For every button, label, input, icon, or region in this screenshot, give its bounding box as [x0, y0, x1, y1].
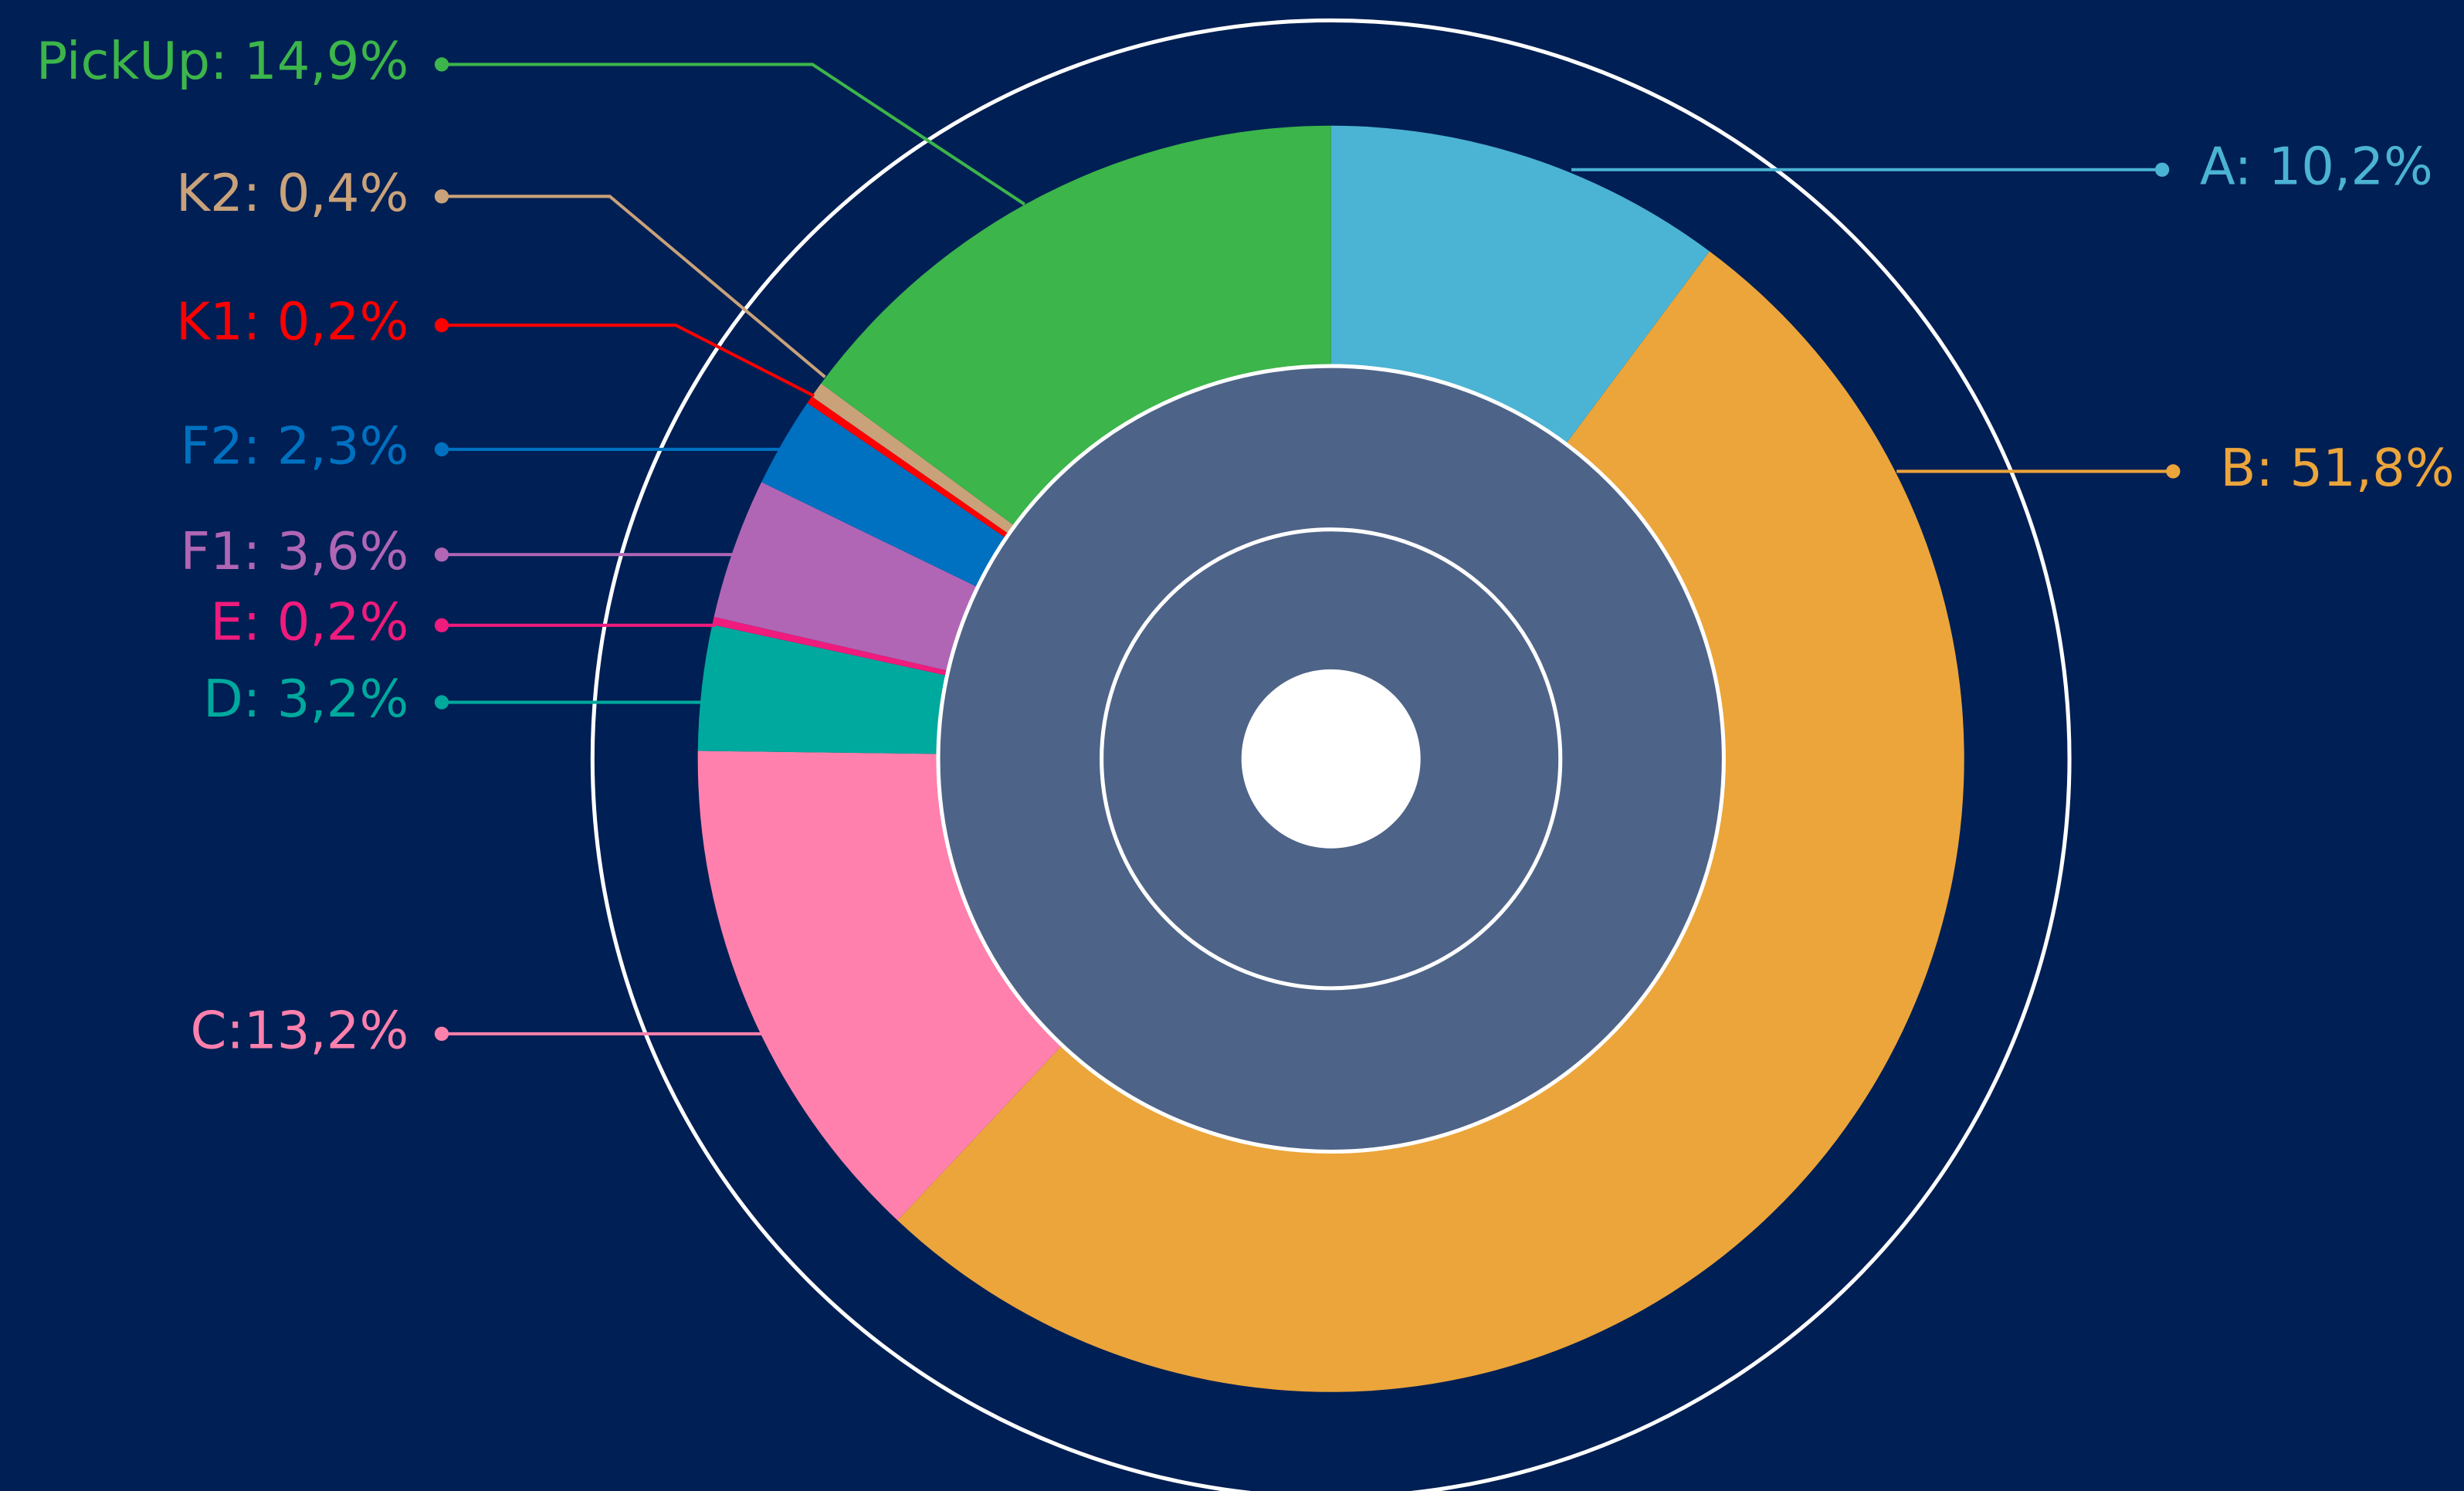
leader-dot: [434, 695, 449, 710]
leader-dot: [434, 547, 449, 562]
labels: A: 10,2% B: 51,8% C:13,2% D: 3,2% E: 0,2% F1:…: [36, 31, 2455, 1060]
leader-dot: [2166, 464, 2181, 479]
leader-line: [442, 195, 826, 378]
leader-dot: [434, 189, 449, 204]
leader-dot: [434, 57, 449, 72]
slice-label: K1: 0,2%: [176, 292, 408, 352]
leader-line: [442, 324, 815, 398]
leader-dot: [434, 442, 449, 457]
slice-label: F2: 2,3%: [180, 415, 408, 476]
leader-dot: [2154, 162, 2170, 177]
leader-dot: [434, 318, 449, 333]
center-dot: [1241, 669, 1421, 849]
outer-ring: [591, 19, 2072, 1491]
slice-label: B: 51,8%: [2220, 438, 2454, 498]
slice-label: D: 3,2%: [203, 669, 408, 729]
leader-dot: [434, 618, 449, 632]
slice-label: A: 10,2%: [2200, 136, 2433, 196]
leader-line: [442, 63, 1026, 206]
slice-label: C:13,2%: [191, 1000, 409, 1060]
slice-label: E: 0,2%: [210, 591, 408, 652]
slice-label: K2: 0,4%: [176, 163, 408, 223]
leader-dot: [434, 1026, 449, 1042]
inner-ring: [1100, 527, 1563, 991]
slice-label: PickUp: 14,9%: [36, 31, 408, 91]
slice-label: F1: 3,6%: [180, 521, 408, 581]
